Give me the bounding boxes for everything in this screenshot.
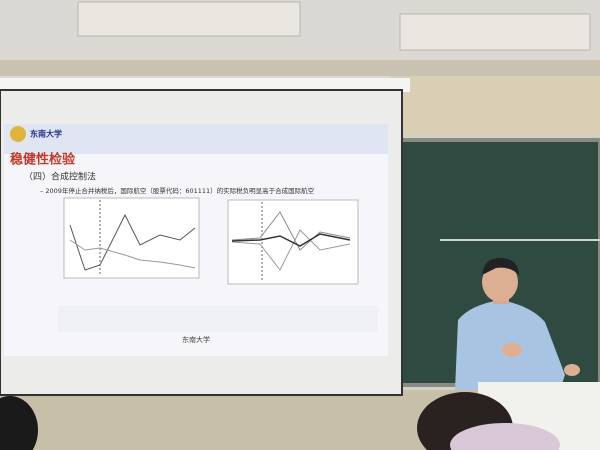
wall-trim xyxy=(0,60,600,76)
slide-footnote-block xyxy=(58,306,378,332)
slide-title: 稳健性检验 xyxy=(10,152,76,168)
mini-chart-line xyxy=(231,229,351,271)
speaker-face xyxy=(482,262,518,302)
slide-footer: 东南大学 xyxy=(182,335,210,344)
speaker-hand xyxy=(564,364,580,376)
mini-chart-line xyxy=(231,211,351,251)
mini-chart-line xyxy=(231,233,351,247)
mini-chart-line xyxy=(69,213,196,271)
bullet: （四）合成控制法 xyxy=(24,171,96,183)
audience-coat xyxy=(450,423,560,450)
sub-bullet: – 2009年停止合并纳税后，国际航空（股票代码：601111）的实际税负明显高… xyxy=(40,186,315,195)
mini-chart-line xyxy=(69,239,196,269)
speaker-hand xyxy=(502,343,522,357)
slide-header xyxy=(4,124,388,154)
wall-panel xyxy=(390,76,600,136)
logo-text: 东南大学 xyxy=(30,129,62,139)
screen-roller xyxy=(0,78,410,92)
audience-head xyxy=(0,396,38,450)
ceiling-light xyxy=(77,1,301,37)
logo-emblem xyxy=(10,126,26,142)
ceiling-light xyxy=(399,13,591,51)
speaker-hair xyxy=(482,258,519,275)
mini-chart xyxy=(63,197,200,279)
